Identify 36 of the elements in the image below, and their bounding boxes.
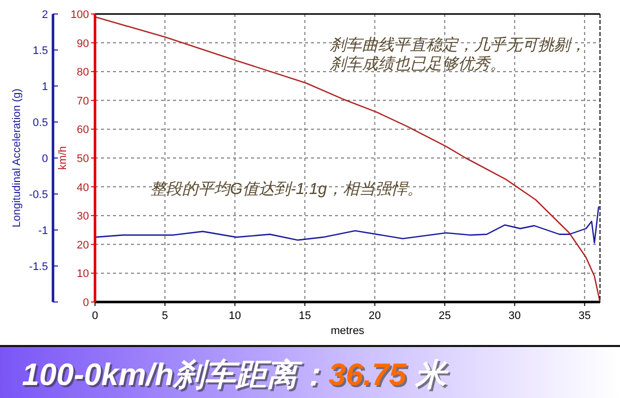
y-tick-label: 1.5 [32,45,48,57]
y2-tick-label: 40 [76,182,89,194]
y2-tick-label: 10 [76,268,89,280]
x-tick-label: 30 [508,310,521,322]
y-tick-label: -1 [38,225,48,237]
x-tick-label: 10 [228,310,242,322]
annotation: 整段的平均G值达到-1.1g，相当强悍。 [150,180,423,198]
y2-tick-label: 60 [76,124,89,136]
y2-tick-label: 0 [82,297,89,309]
y-tick-label: -0.5 [29,189,48,201]
annotation: 刹车成绩也已足够优秀。 [329,55,506,73]
x-tick-label: 0 [92,310,98,322]
y2-tick-label: 80 [76,66,89,79]
line-series [94,206,600,244]
y2-axis-title: km/h [57,146,69,170]
x-tick-label: 20 [368,310,381,322]
y2-tick-label: 70 [76,95,89,108]
y-tick-label: -1.5 [29,261,48,273]
x-axis-title: metres [330,325,365,337]
y-tick-label: 1 [42,81,48,93]
x-tick-label: 15 [298,310,311,322]
x-tick-label: 35 [578,310,591,322]
y2-tick-label: 100 [70,9,89,21]
y-axis-title: Longitudinal Acceleration (g) [11,88,23,228]
x-tick-label: 25 [438,310,451,322]
y-tick-label: 0 [42,153,48,165]
y2-tick-label: 20 [76,239,89,252]
y-tick-label: 0.5 [32,117,48,129]
y2-tick-label: 90 [76,38,89,50]
y-tick-label: 2 [42,9,48,21]
line-series [94,16,601,303]
x-tick-label: 5 [162,310,168,322]
y2-tick-label: 30 [76,210,89,223]
y2-tick-label: 50 [76,153,89,165]
text: 100-0km/h刹车距离：36.75 米 [22,357,446,392]
annotation: 刹车曲线平直稳定，几乎无可挑剔， [329,36,586,54]
